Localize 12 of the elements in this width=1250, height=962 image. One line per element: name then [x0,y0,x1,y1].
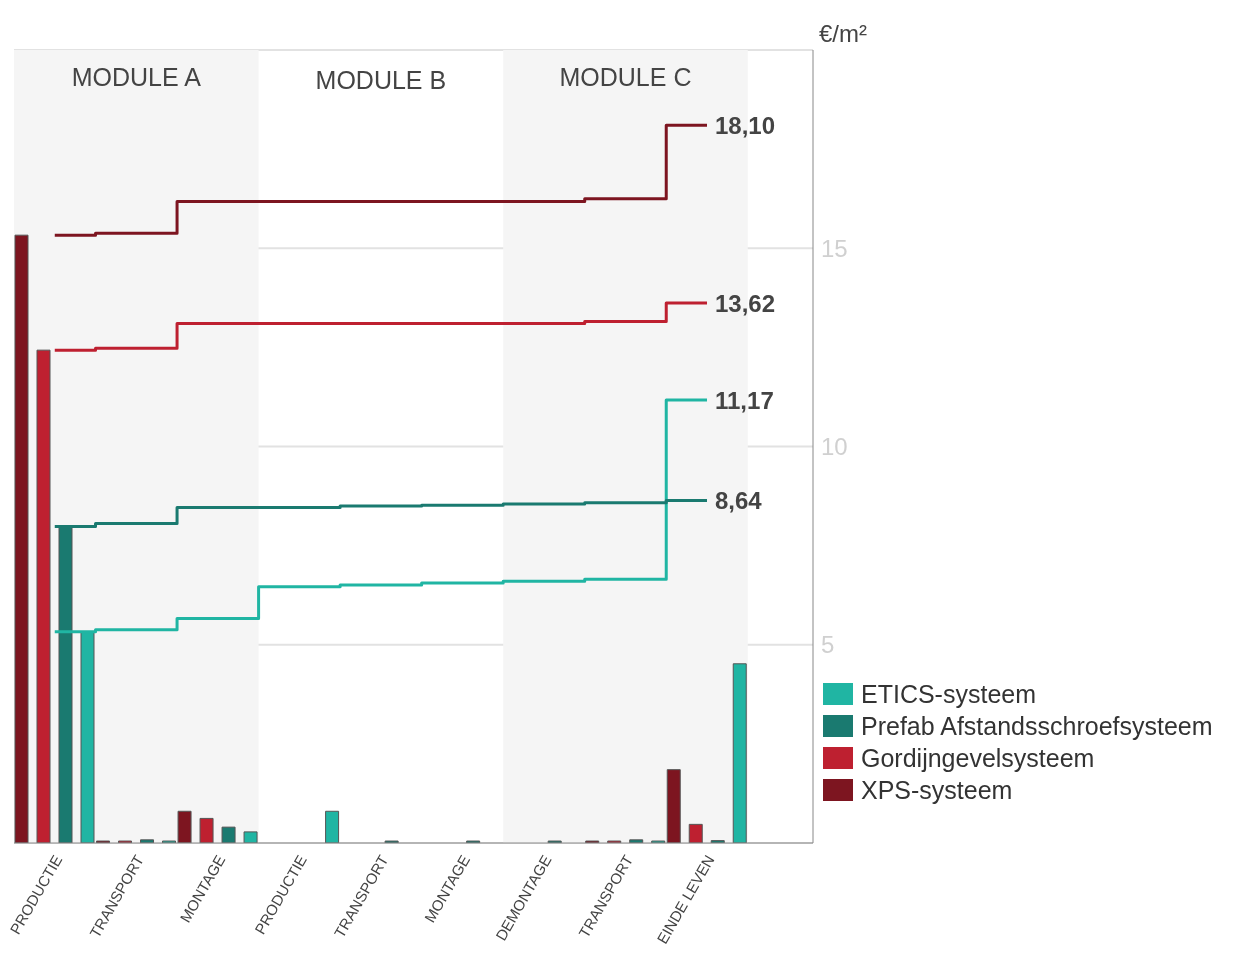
legend-label: Gordijngevelsysteem [861,743,1095,773]
data-label: 8,64 [715,487,763,515]
y-axis-title: €/m² [819,20,867,48]
band-label: MODULE C [559,62,692,91]
legend-label: ETICS-systeem [861,679,1037,709]
data-label: 13,62 [715,289,776,317]
legend-label: Prefab Afstandsschroefsysteem [861,711,1213,741]
data-label: 18,10 [715,112,776,140]
legend-label: XPS-systeem [861,775,1013,805]
band-label: MODULE A [71,62,202,91]
data-label: 11,17 [715,387,774,415]
annotation: MODULE B [314,66,448,95]
